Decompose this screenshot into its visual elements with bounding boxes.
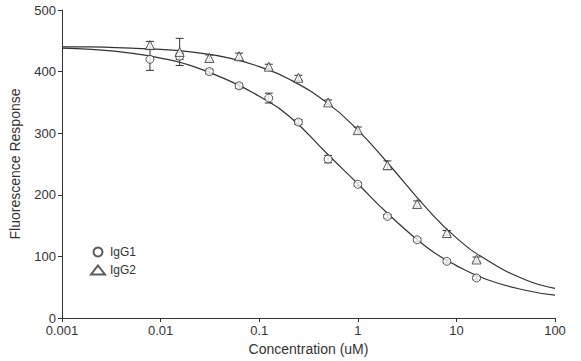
svg-text:100: 100 (34, 249, 56, 264)
svg-text:0.01: 0.01 (148, 323, 173, 338)
svg-text:Concentration (uM): Concentration (uM) (249, 341, 369, 357)
svg-text:0.1: 0.1 (250, 323, 268, 338)
svg-text:100: 100 (544, 323, 566, 338)
svg-text:10: 10 (449, 323, 463, 338)
svg-text:200: 200 (34, 187, 56, 202)
svg-text:0.001: 0.001 (46, 323, 79, 338)
svg-text:0: 0 (48, 310, 56, 326)
svg-text:300: 300 (34, 126, 56, 141)
svg-text:500: 500 (34, 3, 56, 18)
svg-text:IgG2: IgG2 (110, 263, 136, 277)
svg-text:1: 1 (354, 323, 361, 338)
svg-text:400: 400 (34, 64, 56, 79)
svg-text:IgG1: IgG1 (110, 245, 136, 259)
svg-text:Fluorescence Response: Fluorescence Response (7, 88, 23, 239)
